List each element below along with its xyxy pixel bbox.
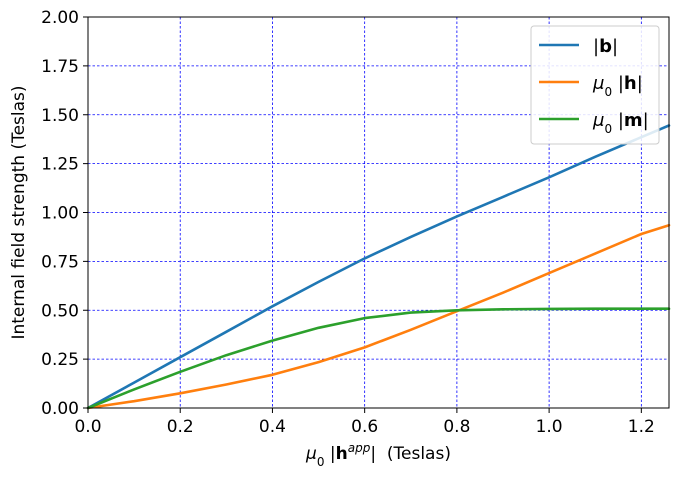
legend-label: |b|: [593, 36, 618, 57]
legend-items: |b| μ0 |h| μ0 |m|: [539, 36, 649, 136]
x-axis-label: μ0 |happ| (Teslas): [305, 441, 451, 469]
x-tick-label: 0.4: [259, 417, 286, 437]
legend-entry-2: μ0 |h|: [539, 73, 643, 99]
y-axis-label: Internal field strength (Teslas): [9, 85, 29, 339]
legend-entry-1: |b|: [539, 36, 618, 57]
series-line-1: [86, 124, 671, 410]
grid: [88, 17, 669, 408]
legend-label: μ0 |m|: [592, 110, 649, 136]
y-tick-label: 1.25: [41, 155, 79, 175]
y-tick-label: 0.25: [41, 350, 79, 370]
x-tick-label: 0.8: [443, 417, 470, 437]
x-tick-label: 0.2: [167, 417, 194, 437]
series-line-2: [86, 223, 671, 410]
y-tick-label: 0.75: [41, 252, 79, 272]
axis-ticks: 0.0 0.2 0.4 0.6 0.8 1.0 1.2 0.00 0.25 0.50 0.75 1.0…: [41, 8, 655, 437]
x-tick-label: 1.2: [628, 417, 655, 437]
legend-box: [530, 25, 660, 145]
x-tick-label: 0.6: [351, 417, 378, 437]
series-layer: [86, 124, 671, 410]
x-tick-label: 0.0: [74, 417, 101, 437]
y-tick-label: 0.50: [41, 301, 79, 321]
y-tick-label: 1.75: [41, 57, 79, 77]
series-line-3: [86, 307, 671, 410]
legend-entry-3: μ0 |m|: [539, 110, 649, 136]
y-tick-label: 0.00: [41, 399, 79, 419]
x-tick-label: 1.0: [536, 417, 563, 437]
legend: |b| μ0 |h| μ0 |m|: [530, 25, 660, 145]
y-tick-label: 1.00: [41, 204, 79, 224]
y-tick-label: 2.00: [41, 8, 79, 28]
y-tick-label: 1.50: [41, 106, 79, 126]
legend-label: μ0 |h|: [592, 73, 643, 99]
